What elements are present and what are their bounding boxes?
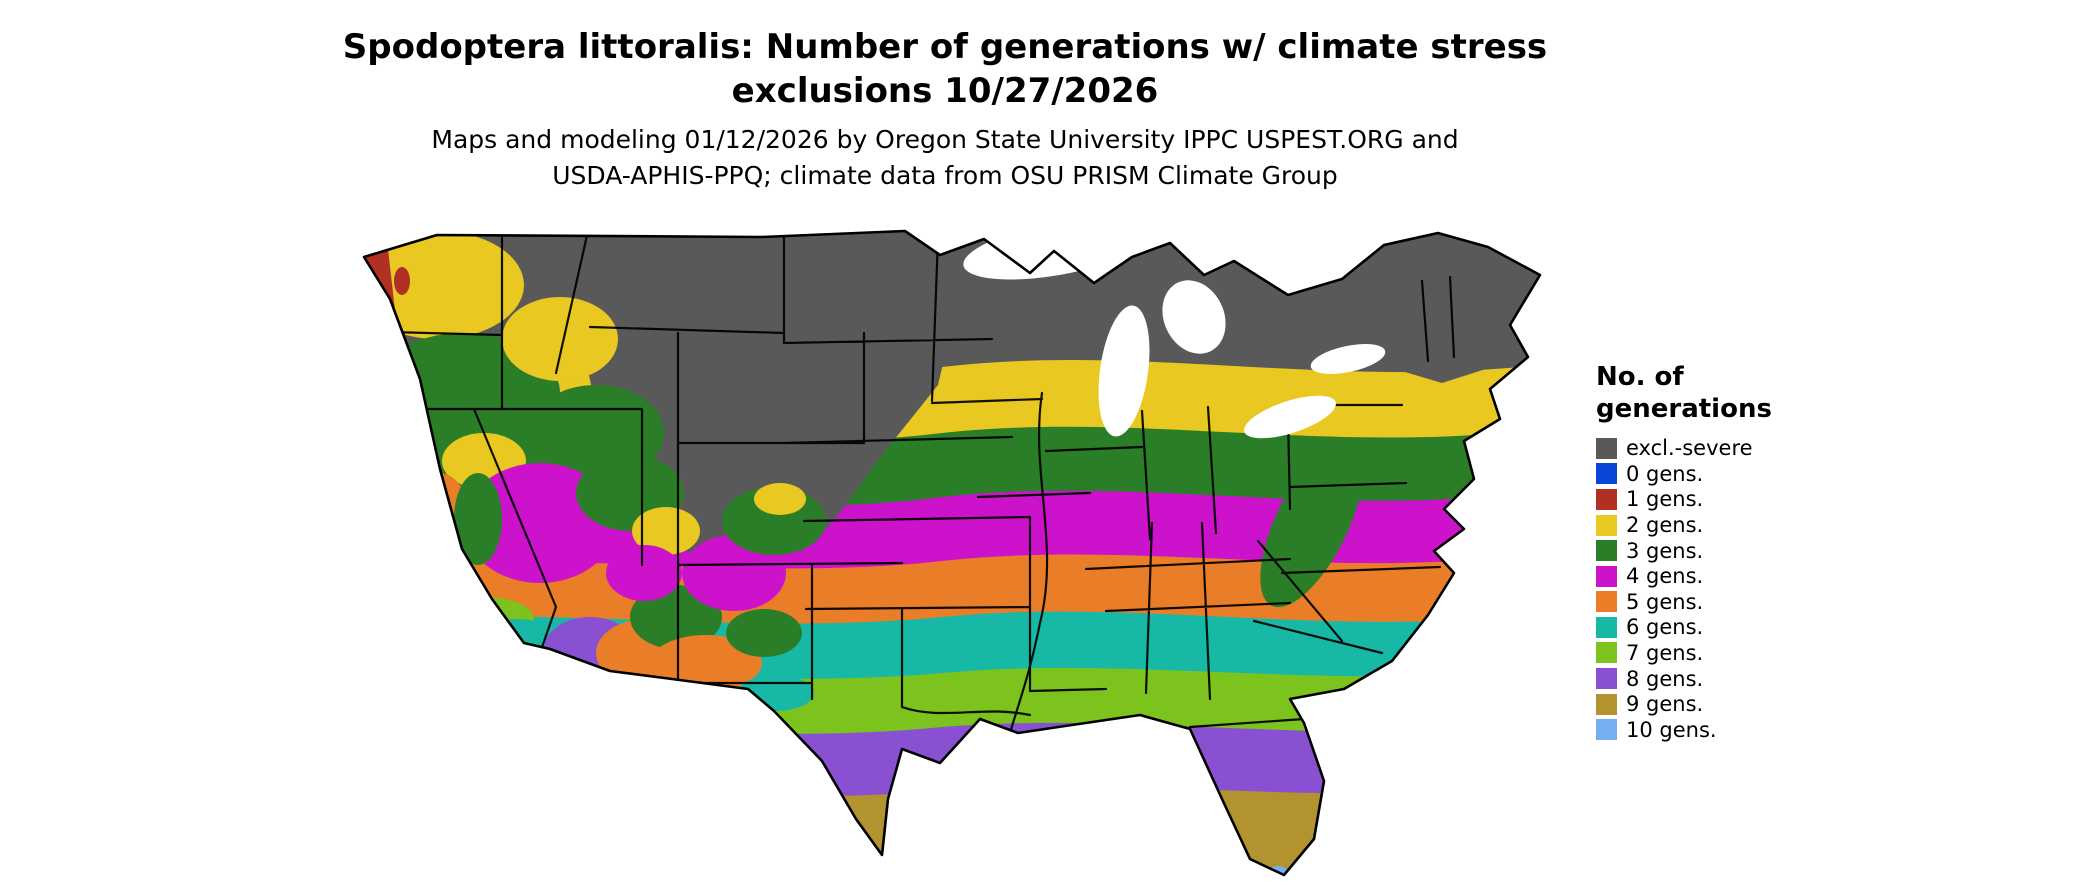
map-raster [364, 231, 1540, 875]
terrain-patch [726, 609, 802, 657]
terrain-patch [502, 297, 618, 381]
legend-item-label: 10 gens. [1626, 717, 1717, 742]
band-8-gens [364, 721, 1540, 875]
legend-item: 7 gens. [1596, 640, 1846, 666]
figure-title-line-2: exclusions 10/27/2026 [731, 70, 1159, 111]
legend-swatch [1596, 693, 1617, 715]
terrain-patch [682, 535, 786, 611]
legend-item-label: 8 gens. [1626, 666, 1704, 691]
us-outline [362, 229, 1542, 877]
terrain-patch [394, 267, 410, 295]
legend-item-label: 7 gens. [1626, 640, 1704, 665]
terrain-patch [606, 545, 682, 601]
figure-subtitle: Maps and modeling 01/12/2026 by Oregon S… [0, 122, 1890, 194]
legend-item-label: 6 gens. [1626, 615, 1704, 640]
legend-item-label: 5 gens. [1626, 589, 1704, 614]
legend-item: 10 gens. [1596, 717, 1846, 743]
legend-item-label: 1 gens. [1626, 487, 1704, 512]
figure-title: Spodoptera littoralis: Number of generat… [0, 26, 1890, 113]
legend-swatch [1596, 565, 1617, 587]
lake-huron [1162, 280, 1226, 354]
terrain-patch [738, 675, 814, 711]
lake-michigan [1098, 305, 1150, 437]
legend-swatch [1596, 616, 1617, 638]
legend-item-label: 3 gens. [1626, 538, 1704, 563]
legend-item: 5 gens. [1596, 589, 1846, 615]
legend-item: 9 gens. [1596, 691, 1846, 717]
band-9-gens [364, 785, 1540, 875]
terrain-patch [754, 483, 806, 515]
legend-item: 4 gens. [1596, 563, 1846, 589]
legend-swatch [1596, 719, 1617, 741]
legend-item: 3 gens. [1596, 538, 1846, 564]
legend-swatch [1596, 591, 1617, 613]
legend-item-label: excl.-severe [1626, 436, 1753, 461]
legend-swatch [1596, 668, 1617, 690]
figure-subtitle-line-1: Maps and modeling 01/12/2026 by Oregon S… [431, 125, 1459, 154]
state-boundaries [364, 231, 1456, 735]
terrain-patch [416, 529, 440, 577]
legend-items: excl.-severe 0 gens. 1 gens. 2 gens. 3 gens.… [1596, 435, 1846, 742]
legend-item: excl.-severe [1596, 435, 1846, 461]
legend-item: 0 gens. [1596, 461, 1846, 487]
legend-item-label: 2 gens. [1626, 513, 1704, 538]
us-map-svg [362, 229, 1542, 877]
appalachian-green-patch [1260, 438, 1364, 608]
legend-swatch [1596, 488, 1617, 510]
legend-swatch [1596, 642, 1617, 664]
band-7-gens [364, 667, 1540, 875]
lake-ontario [1310, 344, 1386, 374]
terrain-patch [454, 473, 502, 565]
us-map [342, 221, 1554, 881]
legend-item-label: 0 gens. [1626, 461, 1704, 486]
legend-item-label: 9 gens. [1626, 692, 1704, 717]
legend-item-label: 4 gens. [1626, 564, 1704, 589]
legend: No. of generations excl.-severe 0 gens. 1 … [1596, 362, 1846, 743]
legend-swatch [1596, 437, 1617, 459]
terrain-patch [384, 331, 396, 351]
figure-title-line-1: Spodoptera littoralis: Number of generat… [342, 27, 1548, 67]
figure-subtitle-line-2: USDA-APHIS-PPQ; climate data from OSU PR… [552, 161, 1338, 190]
legend-swatch [1596, 463, 1617, 485]
legend-title: No. of generations [1596, 362, 1772, 424]
terrain-patch [632, 507, 700, 555]
legend-item: 1 gens. [1596, 487, 1846, 513]
legend-item: 6 gens. [1596, 615, 1846, 641]
legend-swatch [1596, 514, 1617, 536]
legend-swatch [1596, 540, 1617, 562]
legend-item: 2 gens. [1596, 512, 1846, 538]
legend-item: 8 gens. [1596, 666, 1846, 692]
lake-erie [1244, 395, 1336, 439]
terrain-patch [364, 231, 524, 339]
